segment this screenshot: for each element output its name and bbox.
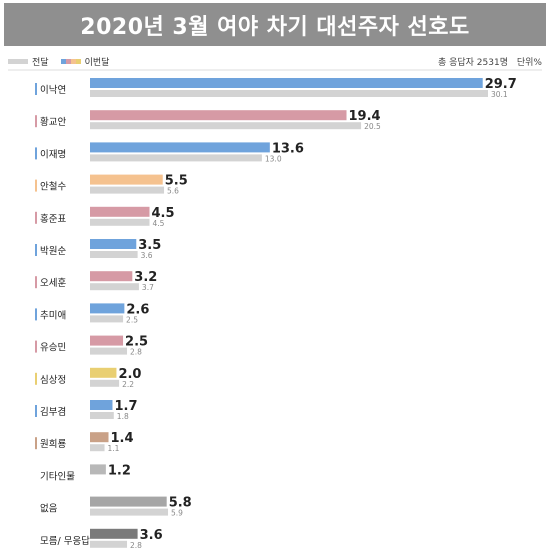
value-label-current-6: 3.2 <box>134 270 157 285</box>
value-label-current-11: 1.4 <box>111 431 134 446</box>
value-label-previous-14: 2.8 <box>130 541 142 550</box>
label-accent-5 <box>35 244 37 256</box>
value-label-previous-7: 2.5 <box>126 315 138 324</box>
category-label-13: 없음 <box>40 503 58 515</box>
category-label-0: 이낙연 <box>40 85 66 96</box>
value-label-previous-8: 2.8 <box>130 348 142 357</box>
category-label-5: 박원순 <box>40 246 66 257</box>
bar-current-14 <box>90 528 138 539</box>
legend-current-swatch-3 <box>70 59 76 64</box>
label-accent-9 <box>35 372 37 385</box>
bar-previous-0 <box>90 90 488 97</box>
category-label-8: 유승민 <box>40 343 66 354</box>
bar-current-9 <box>90 367 117 378</box>
label-accent-8 <box>35 340 37 353</box>
value-label-current-9: 2.0 <box>118 367 141 382</box>
bar-previous-3 <box>90 186 165 194</box>
label-accent-7 <box>35 308 37 321</box>
value-label-previous-0: 30.1 <box>491 90 508 99</box>
bar-previous-10 <box>90 412 114 419</box>
label-accent-0 <box>35 83 37 95</box>
category-label-7: 추미애 <box>40 310 66 321</box>
bar-previous-1 <box>90 122 362 130</box>
bar-current-2 <box>90 142 270 153</box>
legend-previous-swatch <box>8 59 28 64</box>
bar-current-11 <box>90 432 109 443</box>
category-label-4: 홍준표 <box>40 213 66 225</box>
bar-current-1 <box>90 110 347 121</box>
bar-current-3 <box>90 174 163 185</box>
value-label-current-13: 5.8 <box>169 496 192 511</box>
bar-previous-13 <box>90 508 169 516</box>
value-label-previous-11: 1.1 <box>108 444 120 453</box>
value-label-current-5: 3.5 <box>138 238 161 253</box>
category-label-11: 원희룡 <box>40 439 66 450</box>
bar-current-0 <box>90 78 483 88</box>
category-label-1: 황교안 <box>40 117 66 128</box>
value-label-current-1: 19.4 <box>349 109 381 124</box>
value-label-previous-3: 5.6 <box>167 187 179 196</box>
bar-previous-5 <box>90 251 138 258</box>
bar-current-7 <box>90 303 125 314</box>
label-accent-6 <box>35 276 37 289</box>
sample-size-text: 총 응답자 2531명 <box>437 58 508 68</box>
legend-current-label: 이번달 <box>84 58 110 68</box>
bar-previous-2 <box>90 154 262 162</box>
legend-current-swatch-2 <box>65 59 71 64</box>
bar-current-8 <box>90 335 124 346</box>
bar-previous-8 <box>90 347 128 355</box>
value-label-current-12: 1.2 <box>108 463 131 478</box>
bar-previous-6 <box>90 283 139 291</box>
bar-current-6 <box>90 271 133 282</box>
value-label-previous-1: 20.5 <box>364 122 381 131</box>
label-accent-10 <box>35 405 37 417</box>
bar-current-13 <box>90 496 167 507</box>
bar-current-12 <box>90 464 106 475</box>
label-accent-3 <box>35 179 37 192</box>
category-label-6: 오세훈 <box>40 277 66 289</box>
legend-previous-label: 전달 <box>32 58 49 68</box>
bar-current-5 <box>90 239 137 249</box>
value-label-current-0: 29.7 <box>485 77 517 92</box>
label-accent-4 <box>35 211 37 224</box>
value-label-current-10: 1.7 <box>114 399 137 414</box>
value-label-current-4: 4.5 <box>152 206 175 221</box>
value-label-current-7: 2.6 <box>126 302 149 317</box>
bar-current-4 <box>90 206 150 217</box>
bar-current-10 <box>90 400 113 410</box>
category-label-12: 기타인물 <box>40 471 75 482</box>
value-label-current-2: 13.6 <box>272 141 304 156</box>
legend-current-swatch-1 <box>60 59 66 64</box>
category-label-9: 심상정 <box>40 375 66 386</box>
label-accent-11 <box>35 437 37 450</box>
value-label-previous-13: 5.9 <box>171 509 183 518</box>
category-label-3: 안철수 <box>40 182 66 193</box>
value-label-previous-4: 4.5 <box>153 219 165 228</box>
legend-meta: 총 응답자 2531명 단위% <box>432 55 542 68</box>
category-label-2: 이재명 <box>40 149 66 160</box>
label-accent-2 <box>35 147 37 160</box>
chart-title: 2020년 3월 여야 차기 대선주자 선호도 <box>4 3 546 46</box>
value-label-previous-2: 13.0 <box>265 154 282 163</box>
bar-previous-4 <box>90 218 150 226</box>
unit-text: 단위% <box>516 58 542 68</box>
category-label-14: 모름/ 무응답 <box>40 535 90 547</box>
bar-previous-11 <box>90 444 105 452</box>
value-label-current-8: 2.5 <box>125 335 148 350</box>
bar-previous-9 <box>90 379 120 387</box>
label-accent-1 <box>35 115 37 128</box>
value-label-previous-9: 2.2 <box>122 380 134 389</box>
value-label-previous-10: 1.8 <box>117 412 129 421</box>
legend-current-swatch <box>60 59 81 64</box>
legend-current-swatch-4 <box>75 59 81 64</box>
value-label-current-14: 3.6 <box>140 528 163 543</box>
value-label-previous-5: 3.6 <box>141 251 153 260</box>
bar-previous-14 <box>90 540 128 548</box>
value-label-current-3: 5.5 <box>165 174 188 189</box>
category-label-10: 김부겸 <box>40 406 66 418</box>
value-label-previous-6: 3.7 <box>142 283 154 292</box>
legend: 전달 이번달 <box>8 55 109 68</box>
bar-previous-7 <box>90 315 124 323</box>
